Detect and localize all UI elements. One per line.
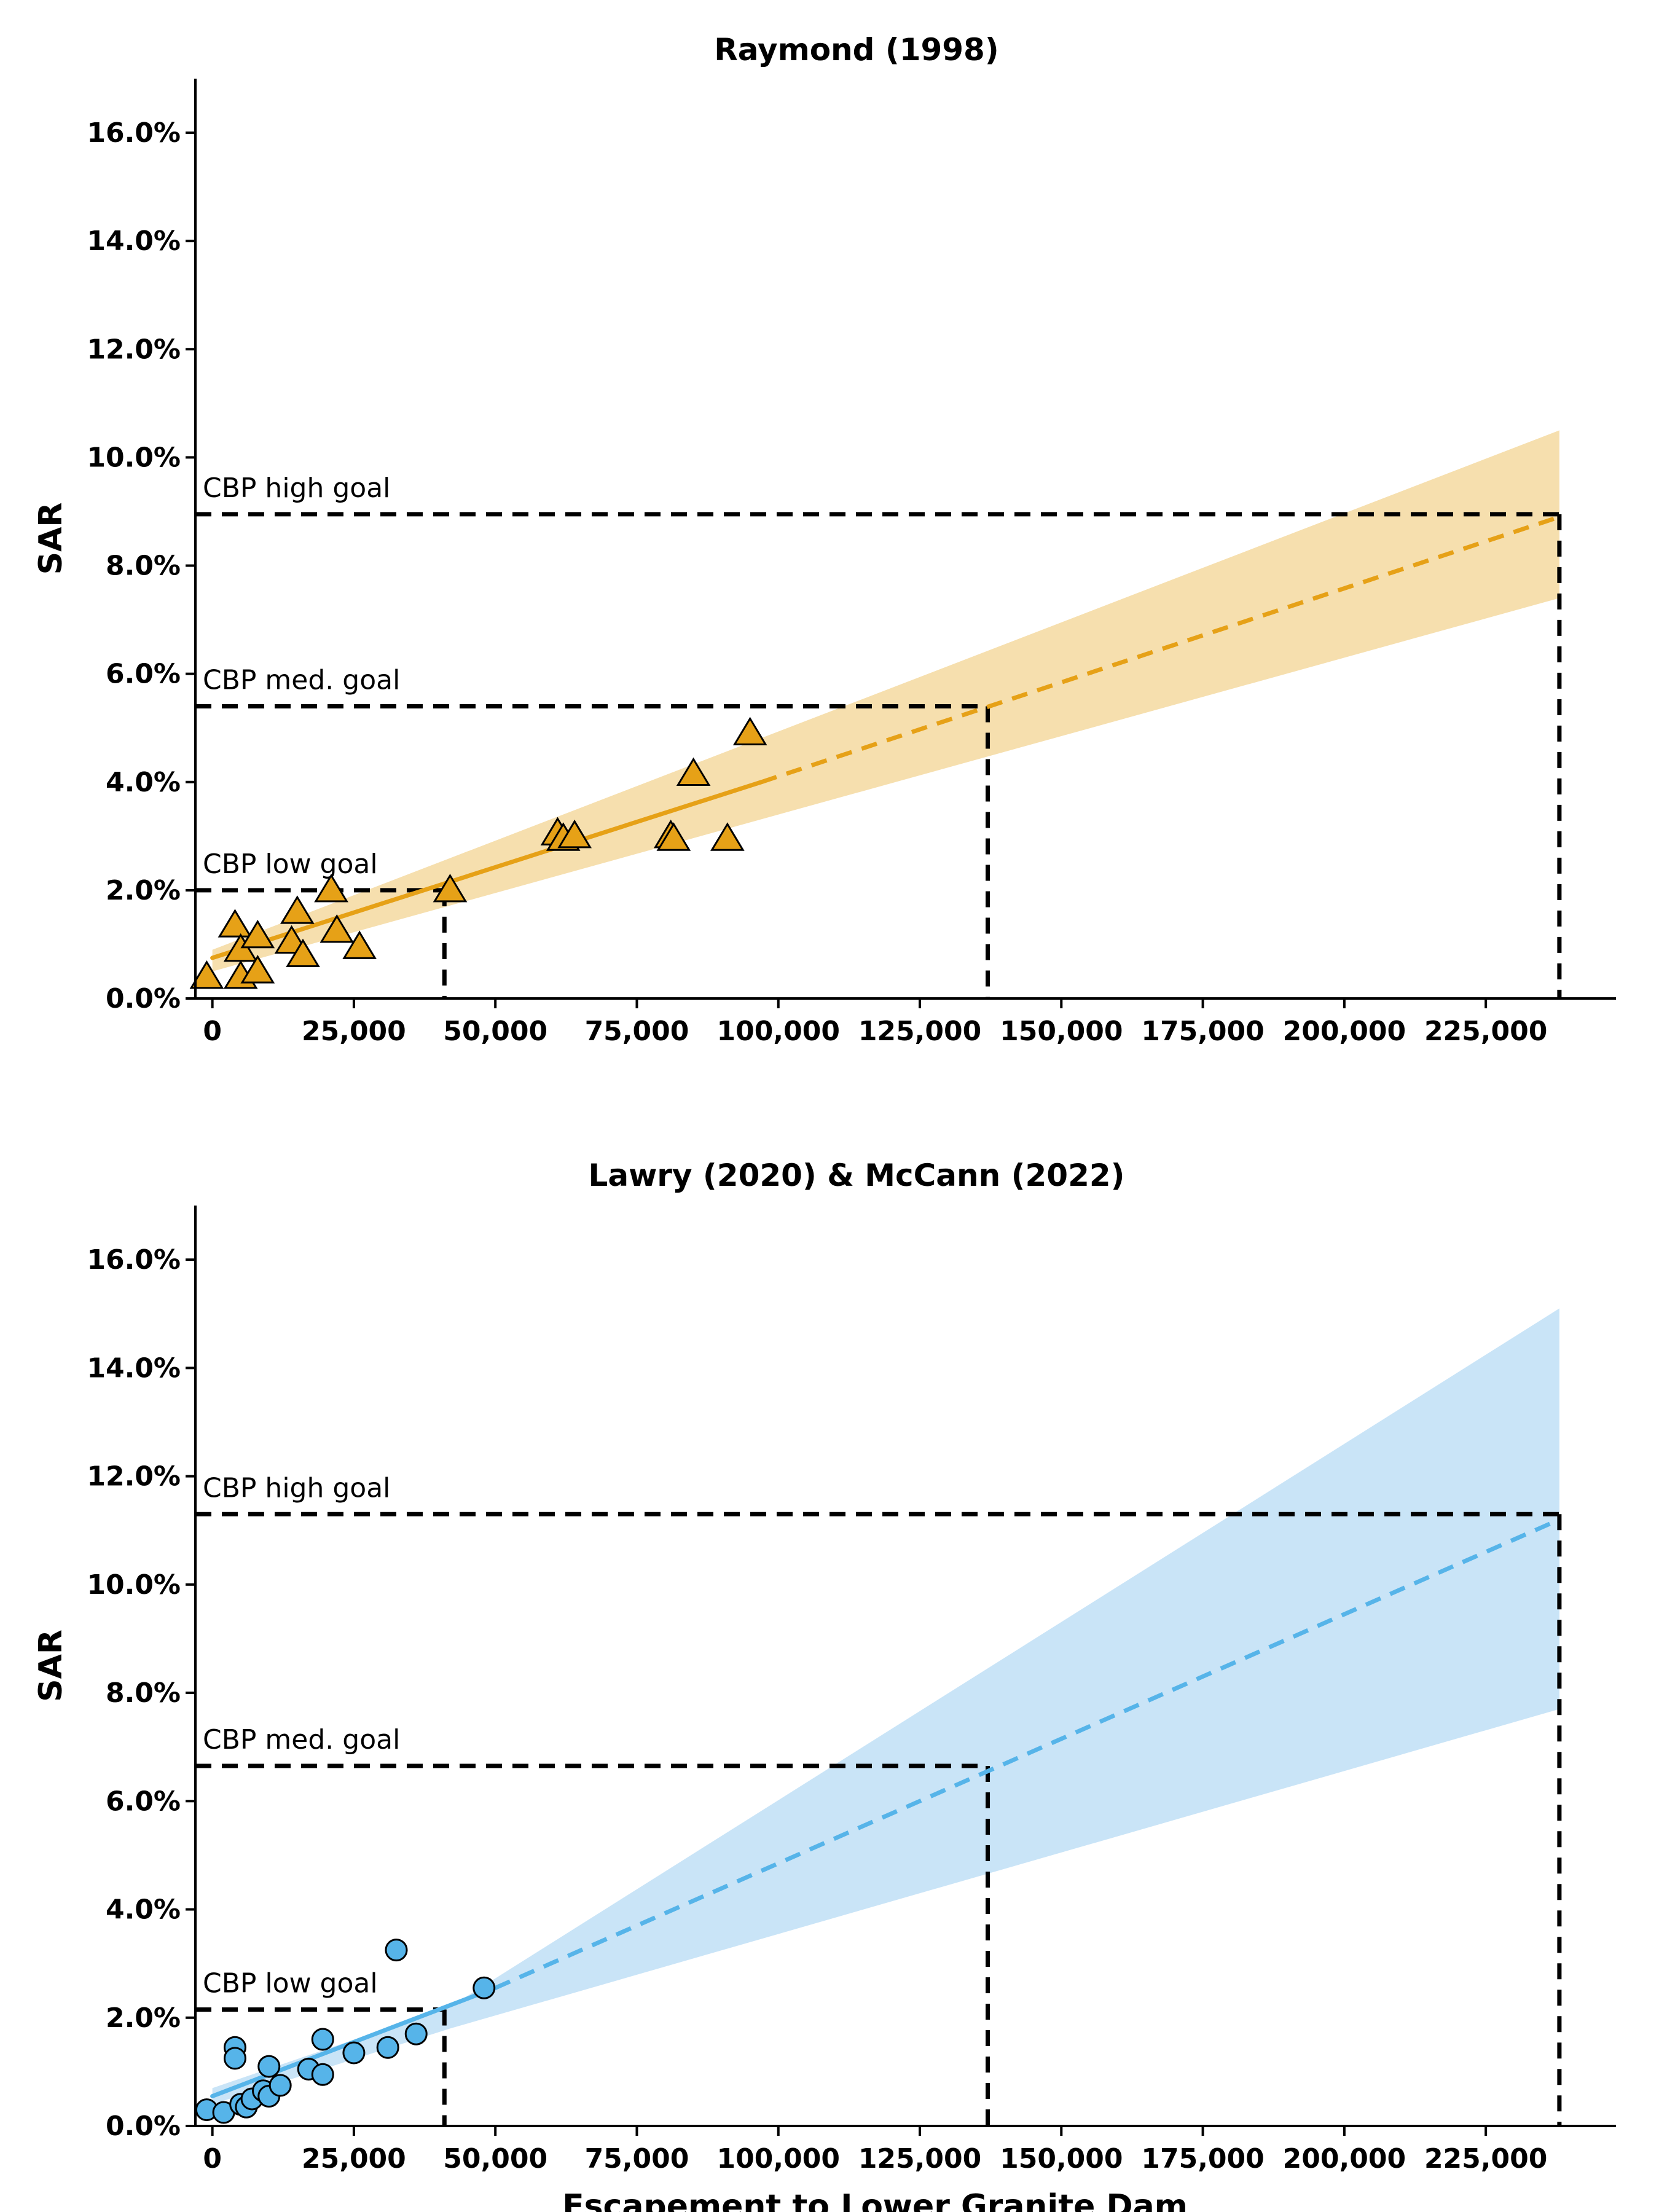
data-point [473, 1976, 496, 1999]
goal-label: CBP high goal [203, 473, 390, 504]
y-tick-label: 12.0% [87, 334, 181, 365]
x-axis-label: Escapement to Lower Granite Dam [562, 2188, 1188, 2212]
data-point [342, 2041, 366, 2065]
y-axis-label: SAR [33, 503, 69, 575]
goal-label: CBP med. goal [203, 1724, 400, 1755]
fit-line-observed [210, 780, 764, 960]
x-tick-label: 50,000 [443, 2143, 547, 2175]
x-tick-label: 75,000 [585, 2143, 689, 2175]
data-point [223, 2047, 246, 2070]
y-tick-label: 4.0% [106, 767, 181, 798]
x-tick-label: 50,000 [443, 1016, 547, 1047]
data-point [218, 909, 253, 938]
x-tick-label: 25,000 [302, 2143, 406, 2175]
data-point [342, 930, 377, 959]
y-axis-label: SAR [33, 1630, 69, 1702]
y-tick-label: 14.0% [87, 1352, 181, 1384]
y-tick-label: 0.0% [106, 983, 181, 1014]
y-tick-label: 16.0% [87, 1244, 181, 1276]
y-tick-label: 6.0% [106, 659, 181, 690]
x-tick-label: 225,000 [1424, 1016, 1547, 1047]
x-tick-label: 125,000 [858, 1016, 981, 1047]
x-tick-label: 0 [203, 1016, 222, 1047]
chart-panel-2: Lawry (2020) & McCann (2022) CBP high goa… [33, 1158, 1616, 2212]
data-point [311, 2063, 334, 2086]
goal-label: CBP med. goal [203, 664, 400, 696]
x-tick-label: 225,000 [1424, 2143, 1547, 2175]
x-tick-label: 25,000 [302, 1016, 406, 1047]
x-tick-label: 125,000 [858, 2143, 981, 2175]
data-point [404, 2022, 428, 2045]
data-point [240, 955, 275, 984]
y-tick-label: 6.0% [106, 1786, 181, 1817]
confidence-band [212, 1308, 1559, 2104]
y-tick-label: 2.0% [106, 875, 181, 906]
x-tick-label: 150,000 [1000, 2143, 1123, 2175]
x-tick-label: 200,000 [1283, 1016, 1406, 1047]
y-tick-label: 16.0% [87, 117, 181, 149]
x-tick-label: 150,000 [1000, 1016, 1123, 1047]
data-point [710, 822, 745, 851]
x-tick-label: 100,000 [717, 2143, 840, 2175]
data-point [732, 716, 767, 746]
y-tick-label: 10.0% [87, 1569, 181, 1601]
x-tick-label: 175,000 [1141, 1016, 1264, 1047]
y-tick-label: 4.0% [106, 1894, 181, 1926]
y-tick-label: 2.0% [106, 2002, 181, 2034]
chart-title: Lawry (2020) & McCann (2022) [588, 1158, 1124, 1193]
data-point [676, 757, 711, 786]
data-point [320, 914, 355, 943]
y-tick-label: 8.0% [106, 1677, 181, 1709]
chart-title: Raymond (1998) [714, 32, 998, 68]
data-point [257, 2055, 281, 2078]
y-tick-label: 10.0% [87, 442, 181, 473]
data-point [385, 1939, 408, 1962]
x-tick-label: 0 [203, 2143, 222, 2175]
data-point [280, 895, 315, 924]
data-point [240, 919, 275, 949]
data-point [314, 873, 348, 903]
data-point [376, 2036, 399, 2059]
x-tick-label: 200,000 [1283, 2143, 1406, 2175]
data-point [311, 2028, 334, 2051]
data-point [557, 819, 592, 849]
x-tick-label: 75,000 [585, 1016, 689, 1047]
goal-label: CBP low goal [203, 849, 378, 880]
data-point [286, 938, 320, 968]
data-point [189, 960, 224, 989]
fit-line-extrapolated [761, 514, 1560, 785]
y-tick-label: 14.0% [87, 226, 181, 257]
data-point [656, 822, 691, 851]
y-tick-label: 12.0% [87, 1461, 181, 1492]
x-tick-label: 100,000 [717, 1016, 840, 1047]
data-point [269, 2074, 292, 2097]
goal-label: CBP high goal [203, 1472, 390, 1504]
data-point [433, 873, 468, 903]
y-tick-label: 8.0% [106, 551, 181, 582]
y-tick-label: 0.0% [106, 2111, 181, 2142]
goal-label: CBP low goal [203, 1968, 378, 1999]
x-tick-label: 175,000 [1141, 2143, 1264, 2175]
fit-line-extrapolated [494, 1517, 1561, 1990]
chart-panel-1: Raymond (1998) CBP high goal CBP med. goal… [33, 32, 1616, 1047]
